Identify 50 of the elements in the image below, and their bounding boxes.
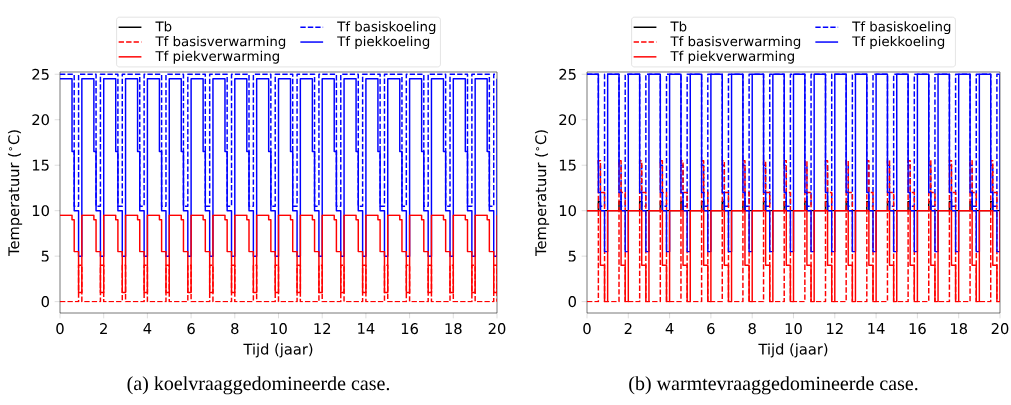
x-tick-label: 18 (445, 323, 462, 335)
legend-label: Tf piekverwarming (155, 50, 279, 64)
x-axis-title: Tijd (jaar) (243, 343, 313, 358)
y-tick-label: 0 (568, 296, 576, 308)
y-tick-label: 10 (32, 205, 49, 217)
y-tick-label: 5 (41, 250, 49, 262)
x-tick-label: 14 (868, 323, 885, 334)
x-tick-label: 20 (488, 323, 506, 335)
legend-label: Tf piekkoeling (852, 35, 945, 49)
x-tick-label: 4 (665, 323, 674, 334)
y-tick-label: 5 (568, 250, 576, 262)
x-tick-label: 20 (991, 323, 1009, 335)
x-tick-label: 6 (187, 323, 195, 335)
x-tick-label: 0 (56, 323, 64, 335)
y-tick-label: 25 (559, 68, 576, 80)
legend-label: Tf basisverwarming (155, 35, 286, 49)
y-tick-label: 10 (559, 205, 576, 217)
y-tick-label: 20 (559, 114, 576, 126)
legend-label: Tf basiskoeling (337, 21, 436, 35)
y-axis-title: Temperatuur ($^{∘}$C) (534, 130, 550, 257)
y-tick-label: 20 (32, 114, 49, 126)
x-axis-title: Tijd (jaar) (758, 343, 828, 358)
x-tick-label: 12 (314, 323, 331, 334)
x-tick-label: 16 (909, 323, 926, 335)
legend-label: Tf piekkoeling (337, 35, 430, 49)
x-tick-label: 2 (624, 323, 632, 334)
x-tick-label: 4 (143, 323, 152, 334)
x-tick-label: 2 (100, 323, 107, 334)
x-tick-label: 6 (707, 323, 715, 335)
legend-label: Tf basiskoeling (852, 21, 951, 35)
y-tick-label: 15 (559, 159, 576, 171)
x-tick-label: 8 (231, 323, 239, 335)
x-tick-label: 14 (358, 323, 375, 334)
text: (a) koelvraaggedomineerde case. (127, 376, 390, 395)
legend-label: Tf piekverwarming (670, 50, 794, 64)
legend-label: Tf basisverwarming (670, 35, 801, 49)
y-tick-label: 0 (41, 296, 49, 308)
x-tick-label: 10 (270, 323, 287, 335)
legend-label: Tb (155, 21, 172, 32)
text: (b) warmtevraaggedomineerde case. (629, 376, 918, 395)
x-tick-label: 18 (950, 323, 968, 335)
x-tick-label: 0 (583, 323, 591, 335)
y-tick-label: 15 (32, 159, 49, 171)
y-axis-title: Temperatuur ($^{∘}$C) (7, 130, 23, 257)
y-tick-label: 25 (32, 68, 49, 80)
legend-label: Tb (670, 21, 687, 32)
x-tick-label: 12 (827, 323, 843, 334)
x-tick-label: 10 (785, 323, 802, 335)
x-tick-label: 8 (748, 323, 756, 335)
x-tick-label: 16 (401, 323, 419, 335)
